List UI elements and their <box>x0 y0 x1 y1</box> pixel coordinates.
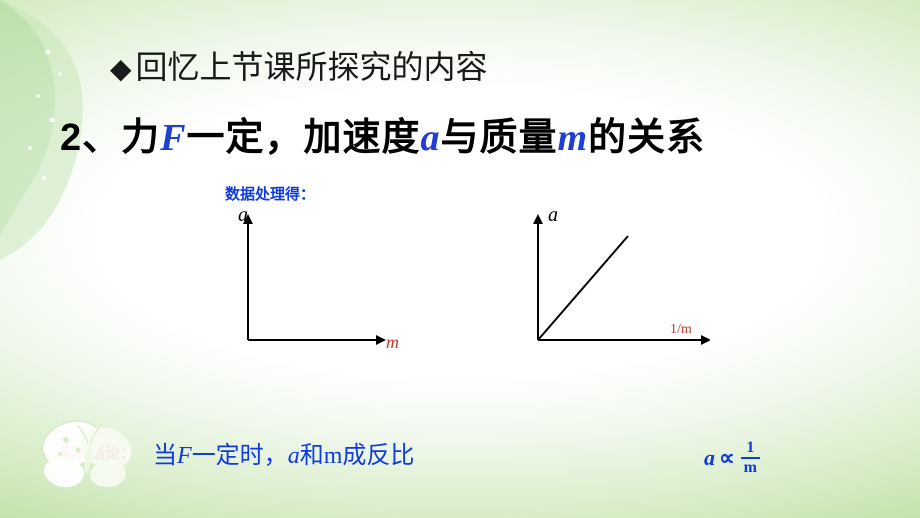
data-processing-label: 数据处理得： <box>225 183 870 204</box>
chart1-y-label: a <box>238 204 248 227</box>
fraction: 1 m <box>741 440 760 476</box>
chart1-axes <box>220 208 390 358</box>
formula-a: a <box>704 445 715 471</box>
topic-number: 2、 <box>60 117 121 159</box>
chart2-y-label: a <box>548 204 558 227</box>
symbol-m: m <box>558 117 589 159</box>
conclusion-row: 实验结论： 当F一定时，a和m成反比 a ∝ 1 m <box>60 435 870 470</box>
proportional-formula: a ∝ 1 m <box>704 440 760 476</box>
topic-heading: 2、力F一定，加速度a与质量m的关系 <box>60 106 870 161</box>
symbol-a: a <box>421 117 441 159</box>
fraction-num: 1 <box>743 440 757 457</box>
charts-area: a m a 1/m <box>190 208 870 378</box>
chart-a-vs-1m: a 1/m <box>510 208 710 358</box>
concl-a: a <box>288 443 300 469</box>
fraction-den: m <box>741 457 760 476</box>
bullet-icon: ◆ <box>110 53 132 84</box>
chart2-x-label: 1/m <box>670 322 692 338</box>
symbol-F: F <box>160 117 186 159</box>
proportional-symbol: ∝ <box>719 445 735 471</box>
review-heading: ◆回忆上节课所探究的内容 <box>110 42 870 88</box>
review-text: 回忆上节课所探究的内容 <box>136 49 488 85</box>
chart1-x-label: m <box>386 332 399 353</box>
chart-a-vs-m: a m <box>220 208 390 358</box>
concl-F: F <box>177 443 192 469</box>
conclusion-text: 当F一定时，a和m成反比 <box>153 435 414 470</box>
butterfly-decoration <box>16 398 156 508</box>
